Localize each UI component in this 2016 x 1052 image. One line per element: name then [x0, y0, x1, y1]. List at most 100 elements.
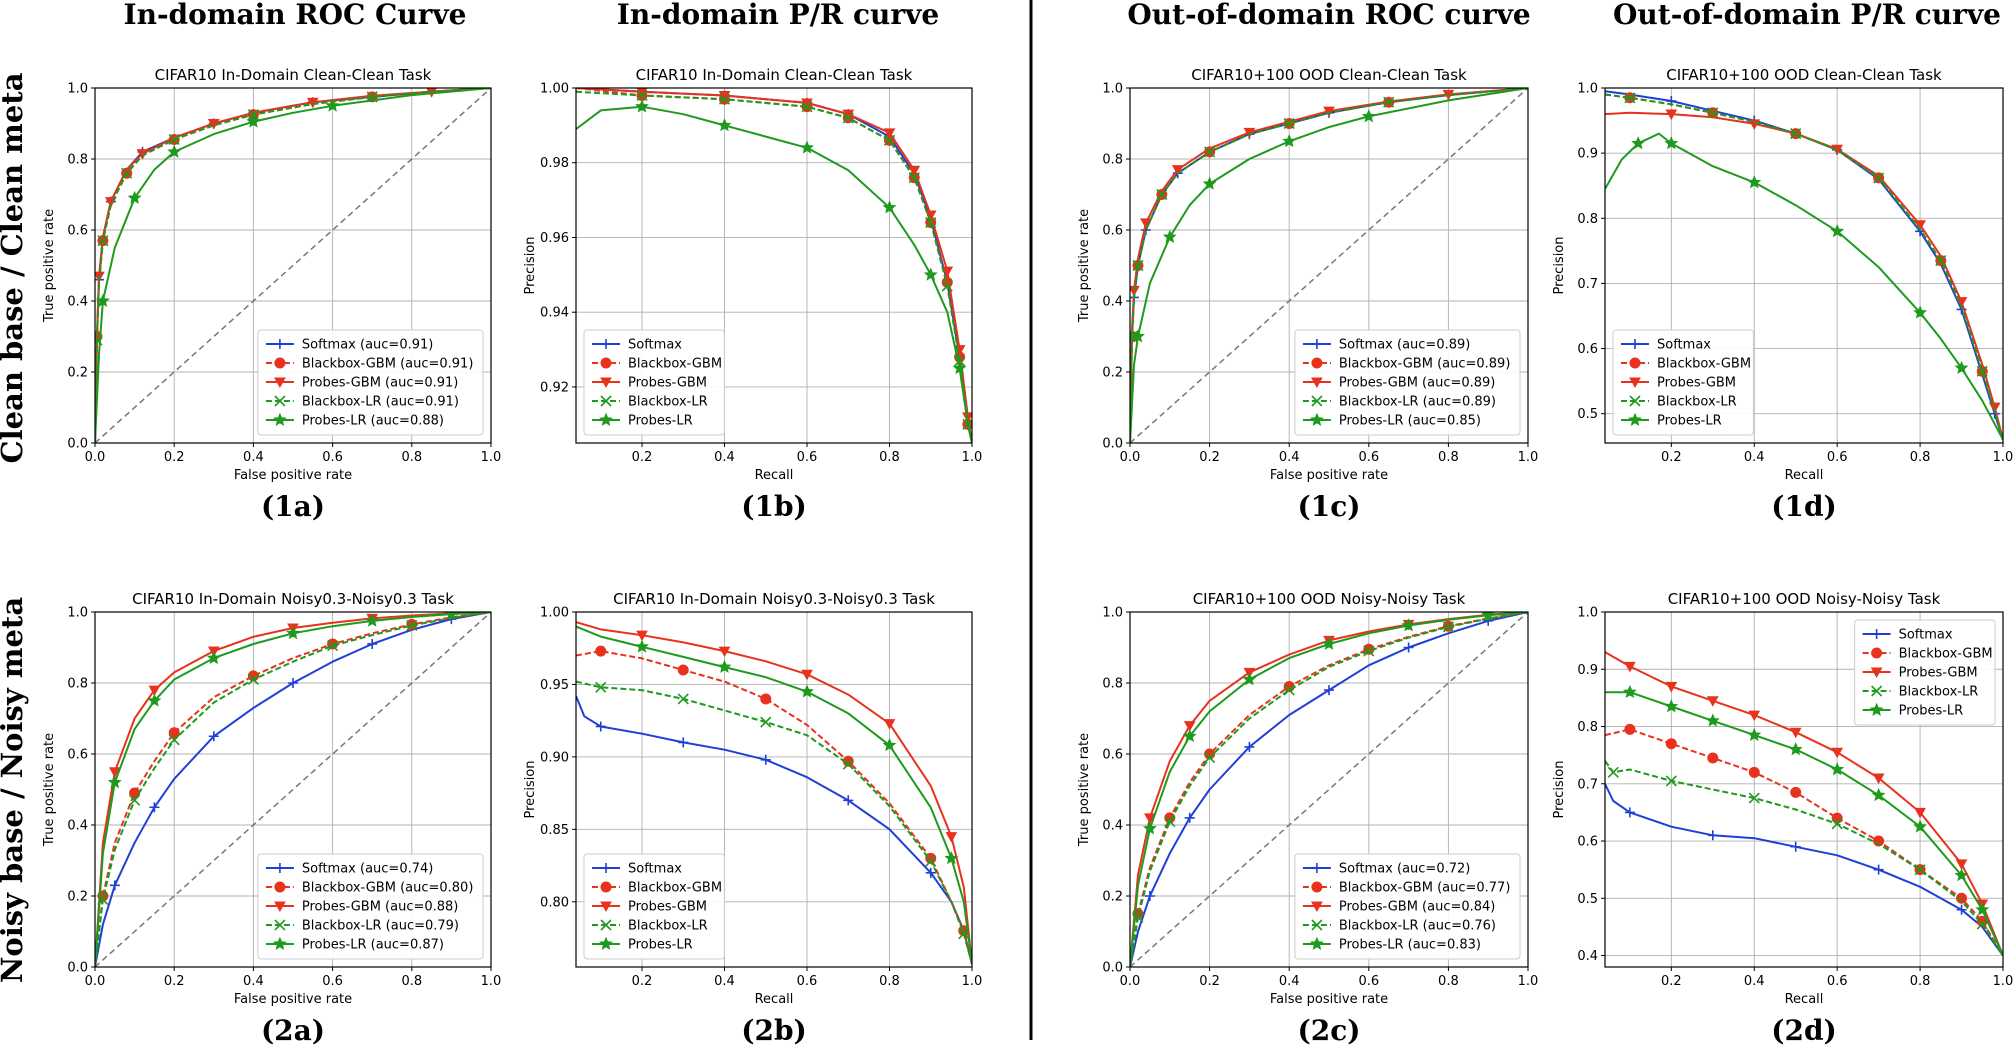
- legend-marker-probes-lr: [599, 936, 613, 950]
- data-point: [883, 128, 896, 139]
- y-tick-label: 0.6: [1102, 748, 1123, 763]
- data-point: [882, 738, 897, 752]
- data-point: [1171, 165, 1184, 176]
- column-header-2: In-domain P/R curve: [617, 0, 939, 31]
- x-axis-label: False positive rate: [1270, 468, 1388, 483]
- data-point: [677, 693, 689, 705]
- y-tick-label: 0.5: [1577, 892, 1598, 907]
- x-tick-label: 0.2: [1661, 974, 1682, 989]
- legend-marker-blackbox-gbm: [600, 881, 612, 893]
- legend-marker-blackbox-lr: [274, 919, 286, 931]
- data-point: [1956, 904, 1967, 915]
- data-point: [925, 852, 937, 864]
- legend-entry-label: Probes-GBM (auc=0.88): [302, 900, 459, 915]
- axes-frame: [94, 611, 492, 968]
- legend-entry-label: Blackbox-GBM (auc=0.89): [1339, 357, 1511, 372]
- y-tick-label: 0.8: [67, 677, 88, 692]
- y-tick-label: 0.0: [1102, 437, 1123, 452]
- y-tick-label: 0.4: [67, 819, 88, 834]
- series-blackbox-gbm: [1605, 723, 2003, 957]
- data-point: [1631, 136, 1646, 150]
- legend-marker-probes-lr: [1869, 702, 1884, 716]
- legend-marker-softmax: [1871, 629, 1882, 639]
- x-tick-label: 0.4: [1744, 974, 1765, 989]
- x-tick-label: 0.0: [1120, 450, 1141, 465]
- data-point: [1914, 220, 1926, 231]
- data-point: [1748, 710, 1761, 722]
- subplot-label: (2d): [1771, 1014, 1837, 1047]
- data-point: [1955, 859, 1968, 870]
- subplot-label: (1a): [261, 490, 325, 523]
- series-line-probes-gbm: [95, 612, 491, 967]
- y-tick-label: 0.7: [1577, 777, 1598, 792]
- data-point: [147, 693, 162, 707]
- y-tick-label: 0.6: [1102, 224, 1123, 239]
- data-point: [1975, 902, 1990, 916]
- series-softmax: [1130, 612, 1528, 967]
- x-axis-label: False positive rate: [234, 992, 352, 1007]
- data-point: [801, 101, 813, 113]
- series-probes-lr: [95, 612, 491, 967]
- data-point: [1664, 136, 1679, 150]
- y-tick-label: 0.2: [67, 366, 88, 381]
- y-axis-label: True positive rate: [42, 733, 57, 847]
- legend-marker-probes-gbm: [1629, 377, 1641, 389]
- y-tick-label: 0.80: [540, 895, 569, 910]
- data-point: [883, 719, 896, 730]
- y-axis-label: Precision: [523, 760, 538, 818]
- y-tick-label: 1.0: [67, 606, 88, 621]
- data-point: [843, 795, 854, 806]
- y-tick-label: 0.5: [1577, 407, 1598, 422]
- series-probes-lr: [576, 625, 972, 965]
- legend-entry-label: Probes-GBM: [1657, 376, 1736, 391]
- data-point: [108, 767, 121, 778]
- data-point: [925, 216, 937, 229]
- x-tick-label: 0.6: [797, 974, 818, 989]
- legend-entry-label: Probes-GBM: [628, 900, 707, 915]
- panel-title: CIFAR10 In-Domain Clean-Clean Task: [155, 66, 432, 84]
- data-point: [908, 165, 921, 177]
- data-point: [1790, 786, 1802, 798]
- data-point: [944, 851, 959, 865]
- subplot-label: (2a): [261, 1014, 325, 1047]
- y-axis-label: Precision: [523, 236, 538, 294]
- data-point: [148, 685, 161, 697]
- legend-entry-label: Softmax (auc=0.91): [302, 338, 433, 353]
- data-point: [595, 721, 606, 732]
- y-tick-label: 0.6: [1577, 342, 1598, 357]
- x-tick-label: 0.4: [714, 974, 735, 989]
- data-point: [760, 716, 772, 728]
- data-point: [1748, 766, 1760, 778]
- data-point: [1830, 224, 1845, 238]
- chart-panel-2a: 0.0 0.2 0.4 0.6 0.8 1.0 0.0 0.2 0.4 0.6 0.8 1.0 CIFA…: [42, 590, 501, 1047]
- plot-series-group: [95, 612, 491, 967]
- data-point: [882, 200, 897, 214]
- legend-marker-blackbox-gbm: [600, 357, 612, 369]
- legend-marker-blackbox-gbm: [1311, 881, 1323, 893]
- x-tick-label: 0.4: [1744, 450, 1765, 465]
- x-tick-label: 0.8: [401, 974, 422, 989]
- y-tick-label: 0.4: [1102, 295, 1123, 310]
- legend-entry-label: Probes-LR (auc=0.88): [302, 414, 444, 429]
- data-point: [952, 361, 967, 375]
- series-softmax: [1605, 783, 2003, 957]
- data-point: [925, 855, 937, 867]
- column-header-4: Out-of-domain P/R curve: [1613, 0, 2001, 31]
- data-point: [678, 737, 689, 748]
- legend-marker-probes-lr: [1628, 412, 1642, 426]
- data-point: [286, 626, 300, 640]
- data-point: [1204, 146, 1216, 158]
- series-line-probes-lr: [1130, 612, 1528, 967]
- x-tick-label: 0.6: [1827, 974, 1848, 989]
- y-tick-label: 1.00: [540, 606, 569, 621]
- data-point: [149, 802, 160, 813]
- legend-entry-label: Softmax (auc=0.74): [302, 862, 433, 877]
- data-point: [1624, 807, 1635, 818]
- data-point: [1871, 787, 1886, 802]
- data-point: [1131, 329, 1145, 343]
- data-point: [1705, 713, 1720, 727]
- data-point: [1665, 738, 1677, 750]
- axes-frame: [1129, 611, 1529, 968]
- legend-entry-label: Probes-LR: [1657, 414, 1722, 429]
